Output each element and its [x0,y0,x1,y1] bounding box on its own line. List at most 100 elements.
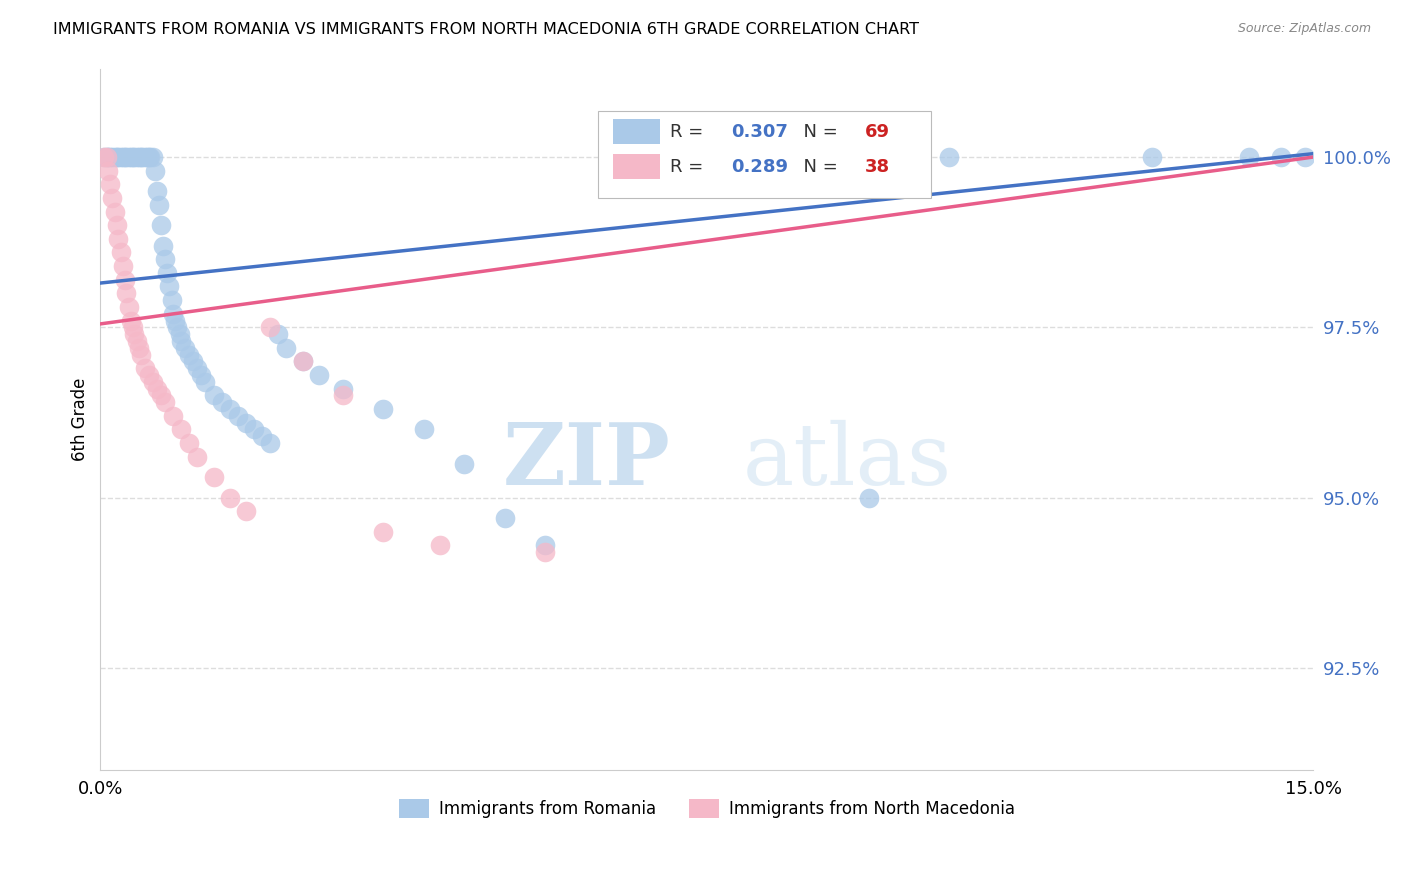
Text: atlas: atlas [744,420,952,503]
Point [110,245,132,260]
Point [218,402,240,417]
Text: N =: N = [792,158,844,176]
Point [134,150,156,164]
Point [136,150,159,164]
FancyBboxPatch shape [613,119,659,145]
Point [118,150,141,164]
Point [534,538,557,552]
Point [243,422,266,436]
Point [101,150,124,164]
Point [412,422,434,436]
Point [183,354,205,368]
Point [291,354,314,368]
Point [250,429,273,443]
Point [105,218,128,232]
Text: 38: 38 [865,158,890,176]
Point [156,266,179,280]
Point [179,347,201,361]
Text: 69: 69 [865,123,890,141]
Point [150,218,173,232]
Point [121,320,143,334]
Point [190,368,212,382]
Point [125,150,148,164]
FancyBboxPatch shape [598,111,931,198]
Point [104,204,127,219]
Point [534,545,557,559]
Point [162,307,184,321]
Point [858,491,880,505]
Point [267,327,290,342]
Point [124,327,146,342]
Point [118,300,141,314]
Point [308,368,330,382]
Point [93,150,115,164]
Point [259,436,281,450]
Point [111,150,134,164]
Point [166,320,188,334]
Point [104,150,127,164]
Point [142,150,165,164]
Point [373,524,395,539]
Point [170,334,193,348]
Point [373,402,395,417]
Point [114,273,136,287]
Point [115,150,138,164]
Point [97,163,120,178]
Point [143,163,166,178]
Point [429,538,451,552]
Point [129,150,152,164]
Point [453,457,475,471]
Point [259,320,281,334]
Point [291,354,314,368]
Point [98,150,121,164]
Text: IMMIGRANTS FROM ROMANIA VS IMMIGRANTS FROM NORTH MACEDONIA 6TH GRADE CORRELATION: IMMIGRANTS FROM ROMANIA VS IMMIGRANTS FR… [53,22,920,37]
Point [186,361,208,376]
Point [107,232,129,246]
Point [332,388,354,402]
Text: R =: R = [671,123,710,141]
FancyBboxPatch shape [613,154,659,179]
Point [235,416,257,430]
Point [146,382,169,396]
Point [1237,150,1260,164]
Point [194,375,217,389]
Point [121,150,143,164]
Point [179,436,201,450]
Point [938,150,960,164]
Point [110,150,132,164]
Point [146,184,169,198]
Point [138,150,160,164]
Legend: Immigrants from Romania, Immigrants from North Macedonia: Immigrants from Romania, Immigrants from… [392,792,1022,825]
Text: ZIP: ZIP [503,419,671,503]
Point [98,178,121,192]
Point [332,382,354,396]
Point [174,341,197,355]
Point [276,341,298,355]
Point [139,150,162,164]
Point [170,422,193,436]
Point [160,293,183,307]
Point [494,511,516,525]
Text: R =: R = [671,158,710,176]
Point [125,334,148,348]
Point [202,388,225,402]
Point [96,150,118,164]
Point [128,150,150,164]
Point [235,504,257,518]
Point [169,327,191,342]
Point [226,409,249,423]
Point [157,279,180,293]
Point [115,286,138,301]
Point [163,313,186,327]
Y-axis label: 6th Grade: 6th Grade [72,377,89,461]
Point [148,198,170,212]
Point [211,395,233,409]
Point [96,150,118,164]
Point [114,150,136,164]
Text: N =: N = [792,123,844,141]
Point [1140,150,1163,164]
Point [218,491,240,505]
Point [152,238,174,252]
Text: Source: ZipAtlas.com: Source: ZipAtlas.com [1237,22,1371,36]
Point [1294,150,1316,164]
